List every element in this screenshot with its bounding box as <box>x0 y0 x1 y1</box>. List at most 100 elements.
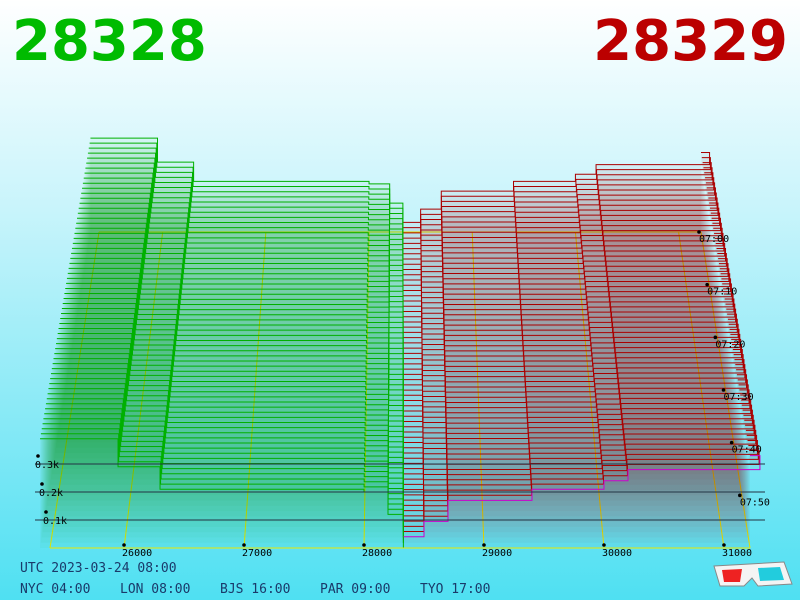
3d-glasses-icon <box>713 561 793 587</box>
bids-layer <box>89 142 404 238</box>
bids-layer <box>54 353 404 459</box>
z-tick-label: 07:20 <box>715 339 745 350</box>
bids-layer <box>57 333 404 438</box>
asks-layer <box>403 333 741 412</box>
z-tick-dot <box>697 230 701 234</box>
zones: NYC 04:00 LON 08:00 BJS 16:00 PAR 09:00 TYO … <box>20 582 490 597</box>
asks-layer <box>403 384 749 464</box>
asks-layer <box>403 404 753 485</box>
bids-layer <box>75 227 404 327</box>
z-tick-label: 07:00 <box>699 234 729 245</box>
bids-layer <box>43 418 404 527</box>
asks-layer <box>403 379 748 459</box>
asks-layer <box>403 308 737 386</box>
bids-layer <box>49 383 404 491</box>
y-tick-dot <box>36 454 40 458</box>
x-tick-dot <box>722 543 726 547</box>
x-grid-line <box>243 231 267 549</box>
bids-layer <box>68 267 404 369</box>
bids-layer <box>45 403 404 512</box>
bids-layer <box>73 237 404 338</box>
z-tick-dot <box>713 335 718 340</box>
zone-time: NYC 04:00 <box>20 582 90 597</box>
asks-layer <box>403 172 714 244</box>
ask-price: 28329 <box>593 9 788 74</box>
asks-layer <box>403 409 753 491</box>
bids-layer <box>71 247 404 348</box>
asks-layer <box>403 237 725 312</box>
bids-layer <box>51 368 404 475</box>
asks-layer <box>403 258 728 333</box>
asks-layer <box>403 450 760 533</box>
zone-time: TYO 17:00 <box>420 582 490 597</box>
x-tick-label: 31000 <box>722 548 752 559</box>
x-tick-label: 27000 <box>242 548 272 559</box>
bids-layer <box>86 162 404 259</box>
z-tick-label: 07:50 <box>740 497 770 508</box>
bids-layer <box>46 398 404 506</box>
asks-layer <box>403 197 718 271</box>
bids-layer <box>66 277 404 380</box>
y-tick-label: 0.1k <box>43 516 67 527</box>
x-tick-label: 29000 <box>482 548 512 559</box>
asks-layer <box>403 354 744 433</box>
bids-layer <box>45 408 404 517</box>
y-tick-dot <box>44 510 48 514</box>
bids-layer <box>66 282 404 385</box>
asks-layer <box>403 268 730 344</box>
asks-layer <box>403 278 732 354</box>
bids-layer <box>76 222 404 322</box>
zone-time: BJS 16:00 <box>220 582 290 597</box>
asks-layer <box>403 359 745 438</box>
x-tick-dot <box>122 543 126 547</box>
asks-layer <box>403 364 746 443</box>
bids-layer <box>41 428 404 538</box>
bids-layer <box>67 272 404 375</box>
bids-layer <box>61 313 404 417</box>
bids-layer <box>48 388 404 496</box>
asks-layer <box>403 323 739 402</box>
x-tick-dot <box>482 543 486 547</box>
asks-layer <box>403 419 755 501</box>
bids-layer <box>69 262 404 364</box>
bids-layer <box>62 302 404 406</box>
asks-layer <box>403 318 738 396</box>
asks-layer <box>403 157 711 229</box>
y-tick-label: 0.2k <box>39 488 63 499</box>
z-tick-dot <box>721 388 726 392</box>
bids-layer <box>78 207 404 306</box>
bids-layer <box>70 257 404 359</box>
asks-layer <box>403 389 750 470</box>
bids-layer <box>52 363 404 469</box>
bids-layer <box>50 378 404 485</box>
bids-layer <box>82 182 404 280</box>
bids-layer <box>55 343 404 448</box>
asks-layer <box>403 207 720 281</box>
bids-layer <box>65 287 404 390</box>
bids-layer <box>53 358 404 464</box>
asks-layer <box>402 152 711 223</box>
bids-layer <box>56 338 404 443</box>
bids-layer <box>47 393 404 501</box>
x-grid-line <box>574 231 605 549</box>
asks-layer <box>403 338 742 417</box>
floor-edge <box>700 231 751 549</box>
asks-layer <box>403 434 758 517</box>
bids-layer <box>40 438 404 548</box>
utc-time: UTC 2023-03-24 08:00 <box>20 561 177 576</box>
asks-layer <box>403 167 713 239</box>
asks-layer <box>403 202 719 276</box>
bids-layer <box>81 192 404 290</box>
asks-layer <box>403 313 737 391</box>
asks-layer <box>403 293 734 370</box>
bid-price: 28328 <box>12 9 207 74</box>
bids-layer <box>87 157 404 254</box>
asks-layer <box>403 455 761 538</box>
asks-layer <box>403 212 721 286</box>
z-tick-label: 07:30 <box>724 392 754 403</box>
asks-layer <box>403 187 716 260</box>
asks-layer <box>403 303 736 381</box>
bids-layer <box>61 307 404 412</box>
